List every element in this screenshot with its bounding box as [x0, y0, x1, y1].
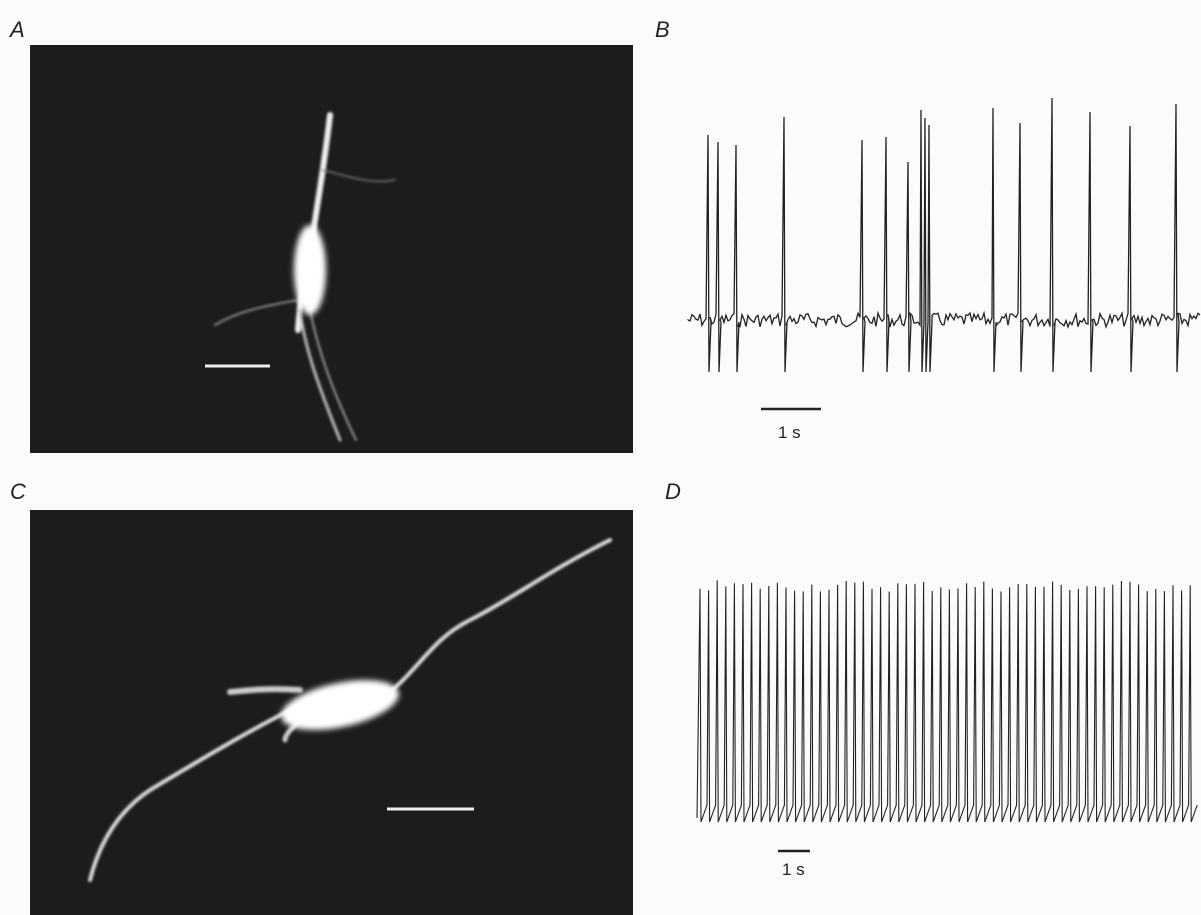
micrograph-c	[30, 510, 633, 915]
panel-label: C	[10, 479, 26, 504]
scale-label: 1 s	[782, 860, 805, 879]
trace-d	[696, 580, 1198, 823]
panel-label: A	[10, 17, 25, 42]
panel-label: D	[665, 479, 681, 504]
micrograph-a	[30, 45, 633, 453]
voltage-trace	[687, 97, 1201, 373]
panel-label: B	[655, 17, 670, 42]
scale-label: 1 s	[778, 423, 801, 442]
voltage-trace	[696, 580, 1198, 823]
trace-b	[687, 97, 1201, 373]
